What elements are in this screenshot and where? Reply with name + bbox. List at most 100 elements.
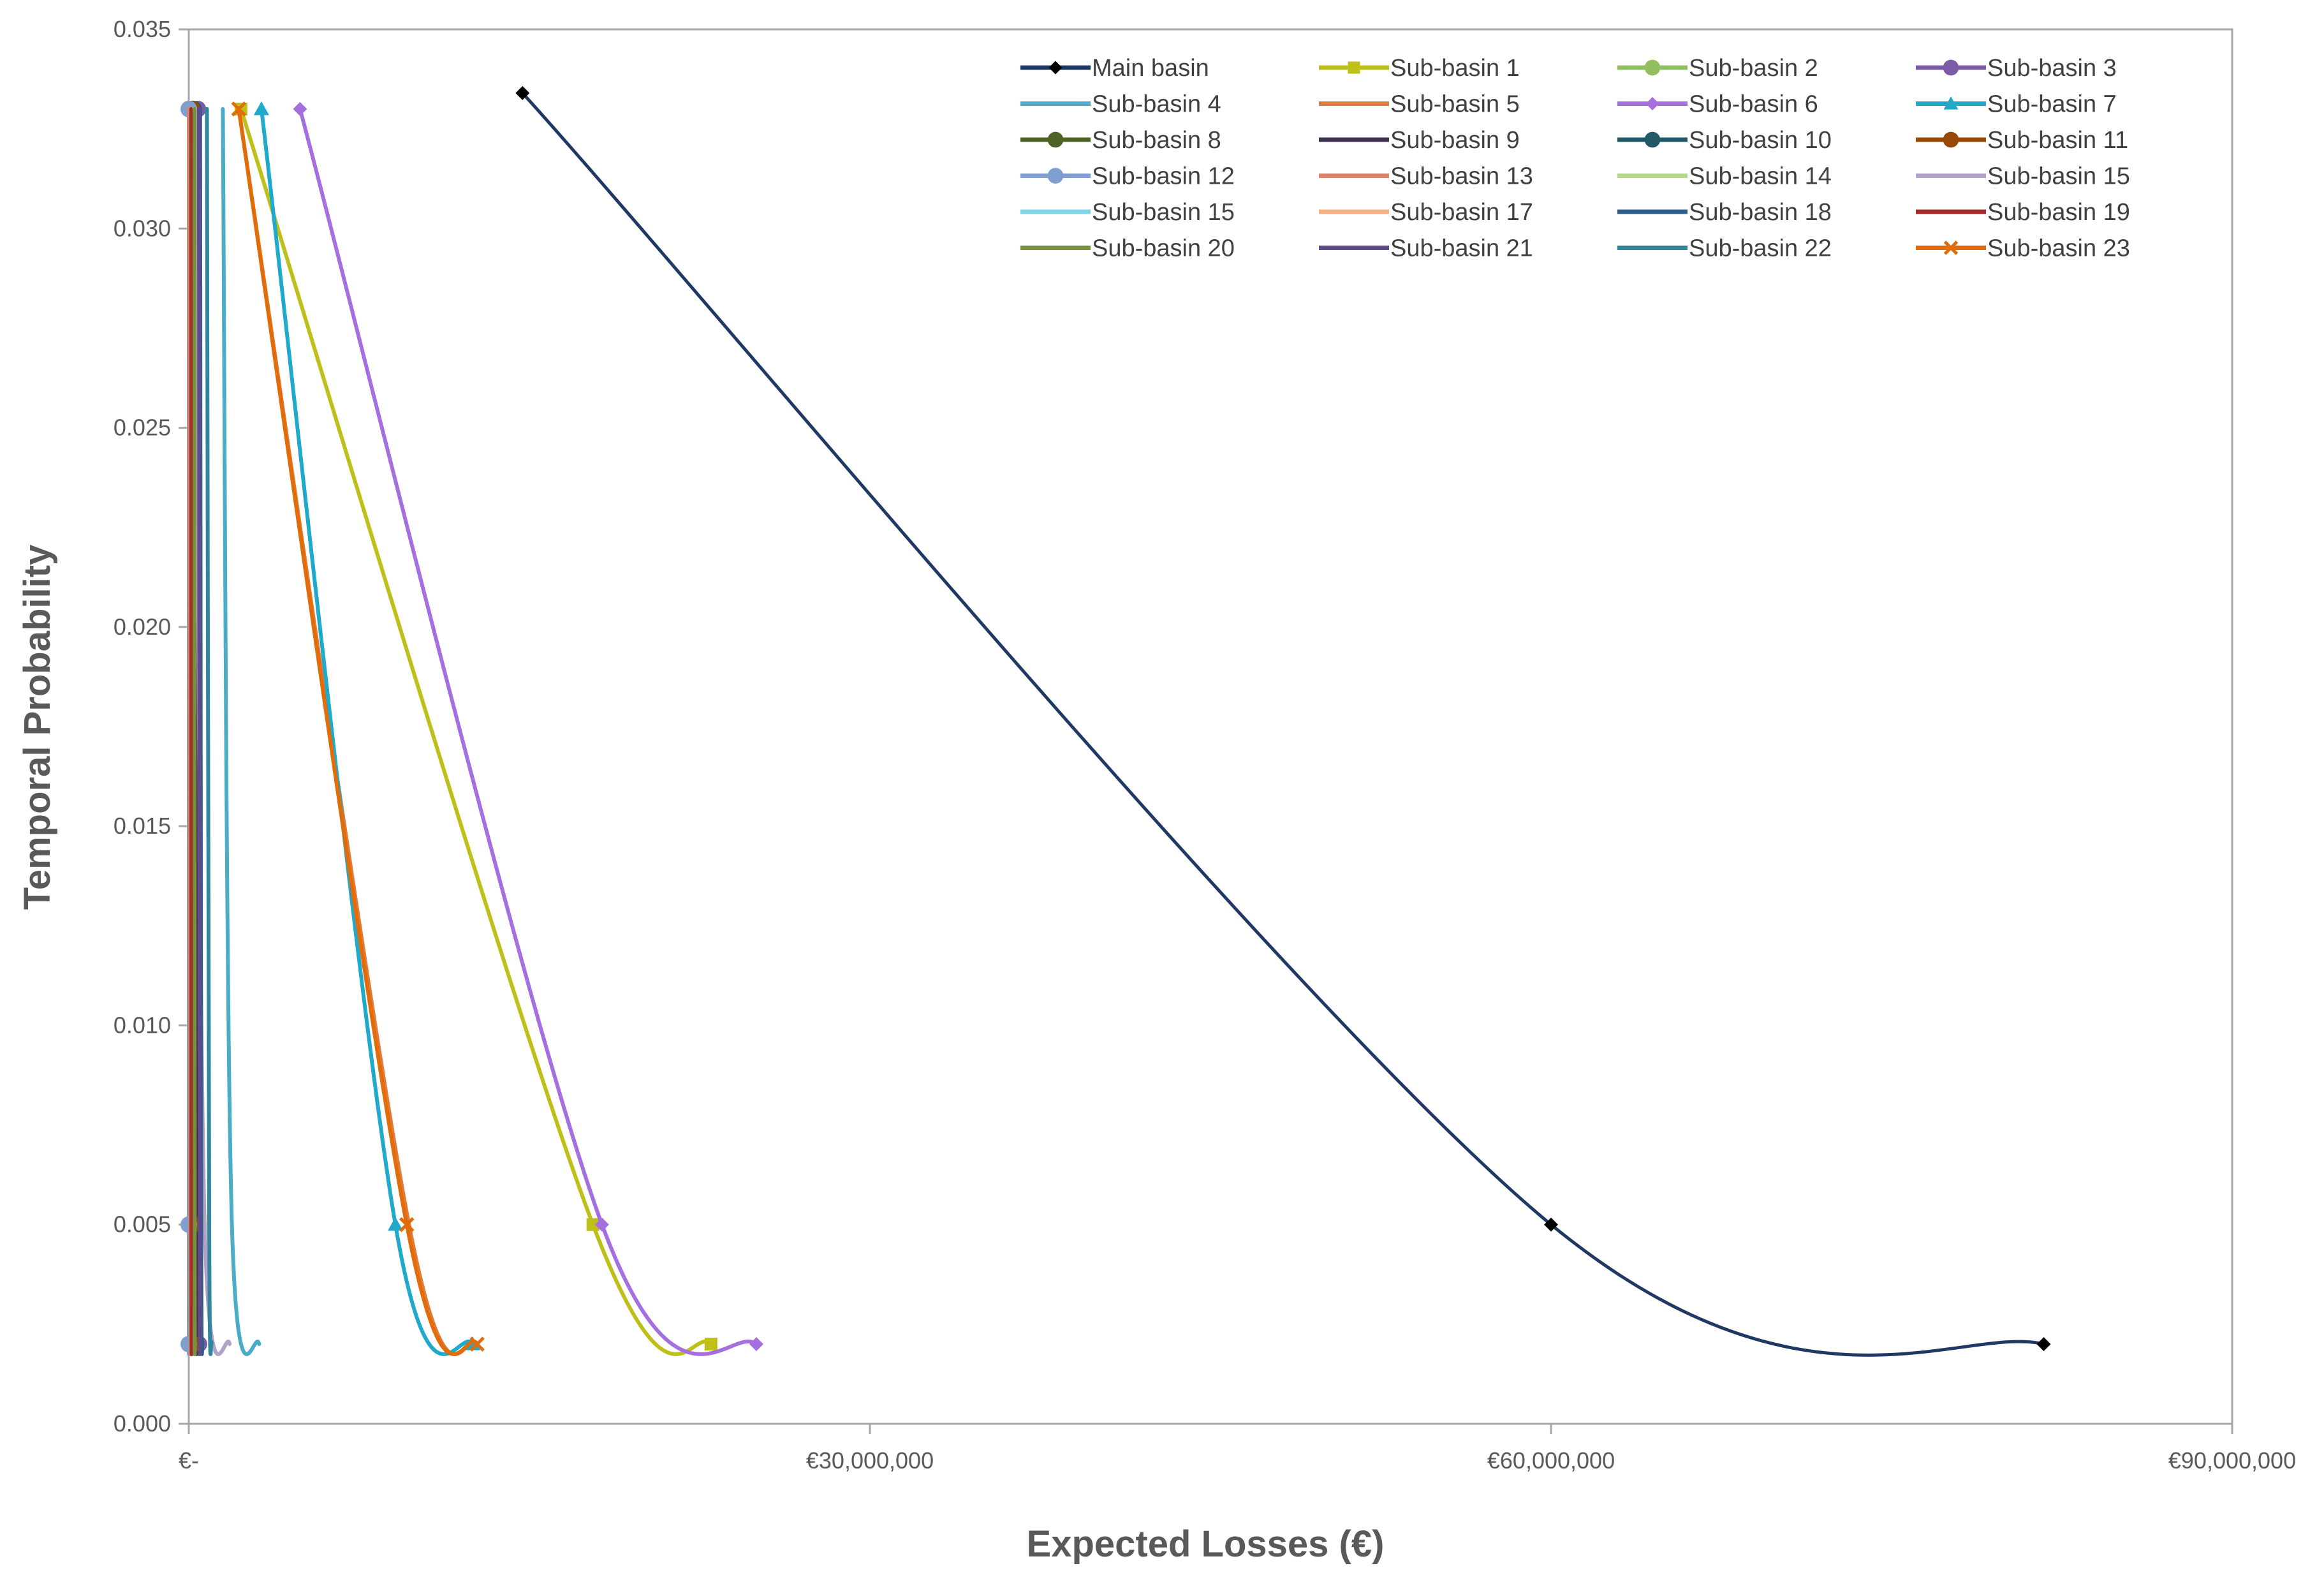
legend-label: Sub-basin 21 [1390, 235, 1533, 262]
series-sub-basin-7 [253, 101, 480, 1356]
legend-label: Sub-basin 6 [1689, 91, 1818, 118]
data-point [1544, 1217, 1558, 1232]
series-sub-basin-5 [237, 107, 480, 1356]
legend-marker [1348, 61, 1360, 74]
legend-marker [1644, 131, 1661, 148]
legend-item: Sub-basin 15 [1916, 163, 2130, 190]
legend-label: Sub-basin 10 [1689, 127, 1832, 154]
y-tick-label: 0.035 [114, 16, 171, 42]
legend-label: Sub-basin 19 [1987, 199, 2130, 226]
legend-marker [1943, 96, 1959, 110]
series-main-basin [515, 85, 2051, 1357]
legend-item: Sub-basin 5 [1319, 91, 1520, 118]
x-tick-label: €60,000,000 [1487, 1447, 1615, 1474]
legend-item: Sub-basin 8 [1020, 127, 1221, 154]
legend-marker [1047, 131, 1064, 148]
legend-item: Sub-basin 13 [1319, 163, 1533, 190]
legend-item: Sub-basin 22 [1617, 235, 1832, 262]
series-line [237, 107, 480, 1356]
series-sub-basin-21 [197, 107, 202, 1356]
legend-label: Sub-basin 22 [1689, 235, 1832, 262]
legend-marker [1943, 59, 1959, 76]
legend-label: Sub-basin 15 [1092, 199, 1235, 226]
legend-marker [1943, 240, 1959, 255]
y-axis-title: Temporal Probability [17, 545, 58, 910]
series-line [197, 107, 202, 1356]
legend-marker [1047, 168, 1064, 184]
series-sub-basin-22 [205, 107, 214, 1356]
series-line [239, 107, 713, 1356]
data-point [586, 1218, 599, 1231]
legend: Main basin Sub-basin 1 Sub-basin 2 Sub-basi… [1020, 55, 2130, 262]
data-point [469, 1336, 485, 1352]
series-line [205, 107, 214, 1356]
legend-label: Sub-basin 3 [1987, 55, 2117, 82]
legend-label: Sub-basin 20 [1092, 235, 1235, 262]
legend-marker [1644, 59, 1661, 76]
legend-item: Sub-basin 21 [1319, 235, 1533, 262]
legend-item: Sub-basin 18 [1617, 199, 1832, 226]
series-line [520, 91, 2046, 1357]
x-marker-stroke [399, 1216, 415, 1232]
data-point [253, 101, 269, 115]
x-marker-stroke [231, 101, 247, 117]
series-line [237, 107, 480, 1356]
legend-label: Sub-basin 13 [1390, 163, 1533, 190]
data-point [515, 85, 530, 100]
legend-label: Sub-basin 14 [1689, 163, 1832, 190]
y-tick-label: 0.005 [114, 1211, 171, 1238]
legend-marker [1943, 131, 1959, 148]
legend-label: Sub-basin 23 [1987, 235, 2130, 262]
legend-item: Sub-basin 11 [1916, 127, 2128, 154]
series-sub-basin-4 [221, 107, 261, 1356]
y-tick-label: 0.015 [114, 813, 171, 839]
legend-item: Sub-basin 17 [1319, 199, 1533, 226]
legend-label: Sub-basin 7 [1987, 91, 2117, 118]
legend-label: Sub-basin 9 [1390, 127, 1520, 154]
data-point [2036, 1337, 2051, 1352]
data-point [594, 1217, 609, 1232]
legend-item: Sub-basin 4 [1020, 91, 1221, 118]
y-tick-label: 0.025 [114, 415, 171, 441]
legend-item: Sub-basin 20 [1020, 235, 1235, 262]
legend-label: Sub-basin 8 [1092, 127, 1221, 154]
data-point [293, 101, 307, 116]
series-line [298, 107, 758, 1356]
data-point [399, 1216, 415, 1232]
legend-marker [1645, 97, 1659, 110]
legend-label: Sub-basin 15 [1987, 163, 2130, 190]
legend-label: Sub-basin 11 [1987, 127, 2128, 154]
data-point [231, 101, 247, 117]
legend-item: Sub-basin 23 [1916, 235, 2130, 262]
axes-layer: 0.000 0.005 0.010 0.015 0.020 0.025 0.030 0.035… [114, 16, 2296, 1474]
series-line [221, 107, 261, 1356]
legend-item: Sub-basin 12 [1020, 163, 1235, 190]
legend-label: Sub-basin 4 [1092, 91, 1221, 118]
series-sub-basin-1 [234, 102, 717, 1356]
legend-label: Sub-basin 5 [1390, 91, 1520, 118]
x-tick-label: €- [179, 1447, 199, 1474]
legend-marker [1048, 61, 1063, 75]
data-point [749, 1337, 763, 1352]
data-point [387, 1216, 403, 1231]
x-axis-title: Expected Losses (€) [1027, 1523, 1385, 1565]
legend-label: Main basin [1092, 55, 1209, 82]
y-tick-label: 0.020 [114, 614, 171, 640]
legend-item: Sub-basin 19 [1916, 199, 2130, 226]
y-tick-label: 0.000 [114, 1410, 171, 1437]
legend-item: Sub-basin 6 [1617, 91, 1818, 118]
legend-label: Sub-basin 2 [1689, 55, 1818, 82]
legend-item: Sub-basin 10 [1617, 127, 1832, 154]
legend-item: Sub-basin 15 [1020, 199, 1235, 226]
series-line [189, 107, 194, 1356]
series-sub-basin-6 [293, 101, 763, 1356]
legend-label: Sub-basin 18 [1689, 199, 1832, 226]
legend-item: Sub-basin 3 [1916, 55, 2117, 82]
legend-item: Main basin [1020, 55, 1209, 82]
legend-item: Sub-basin 14 [1617, 163, 1832, 190]
x-marker-stroke [1943, 240, 1959, 255]
series-layer [180, 85, 2051, 1357]
legend-item: Sub-basin 9 [1319, 127, 1520, 154]
